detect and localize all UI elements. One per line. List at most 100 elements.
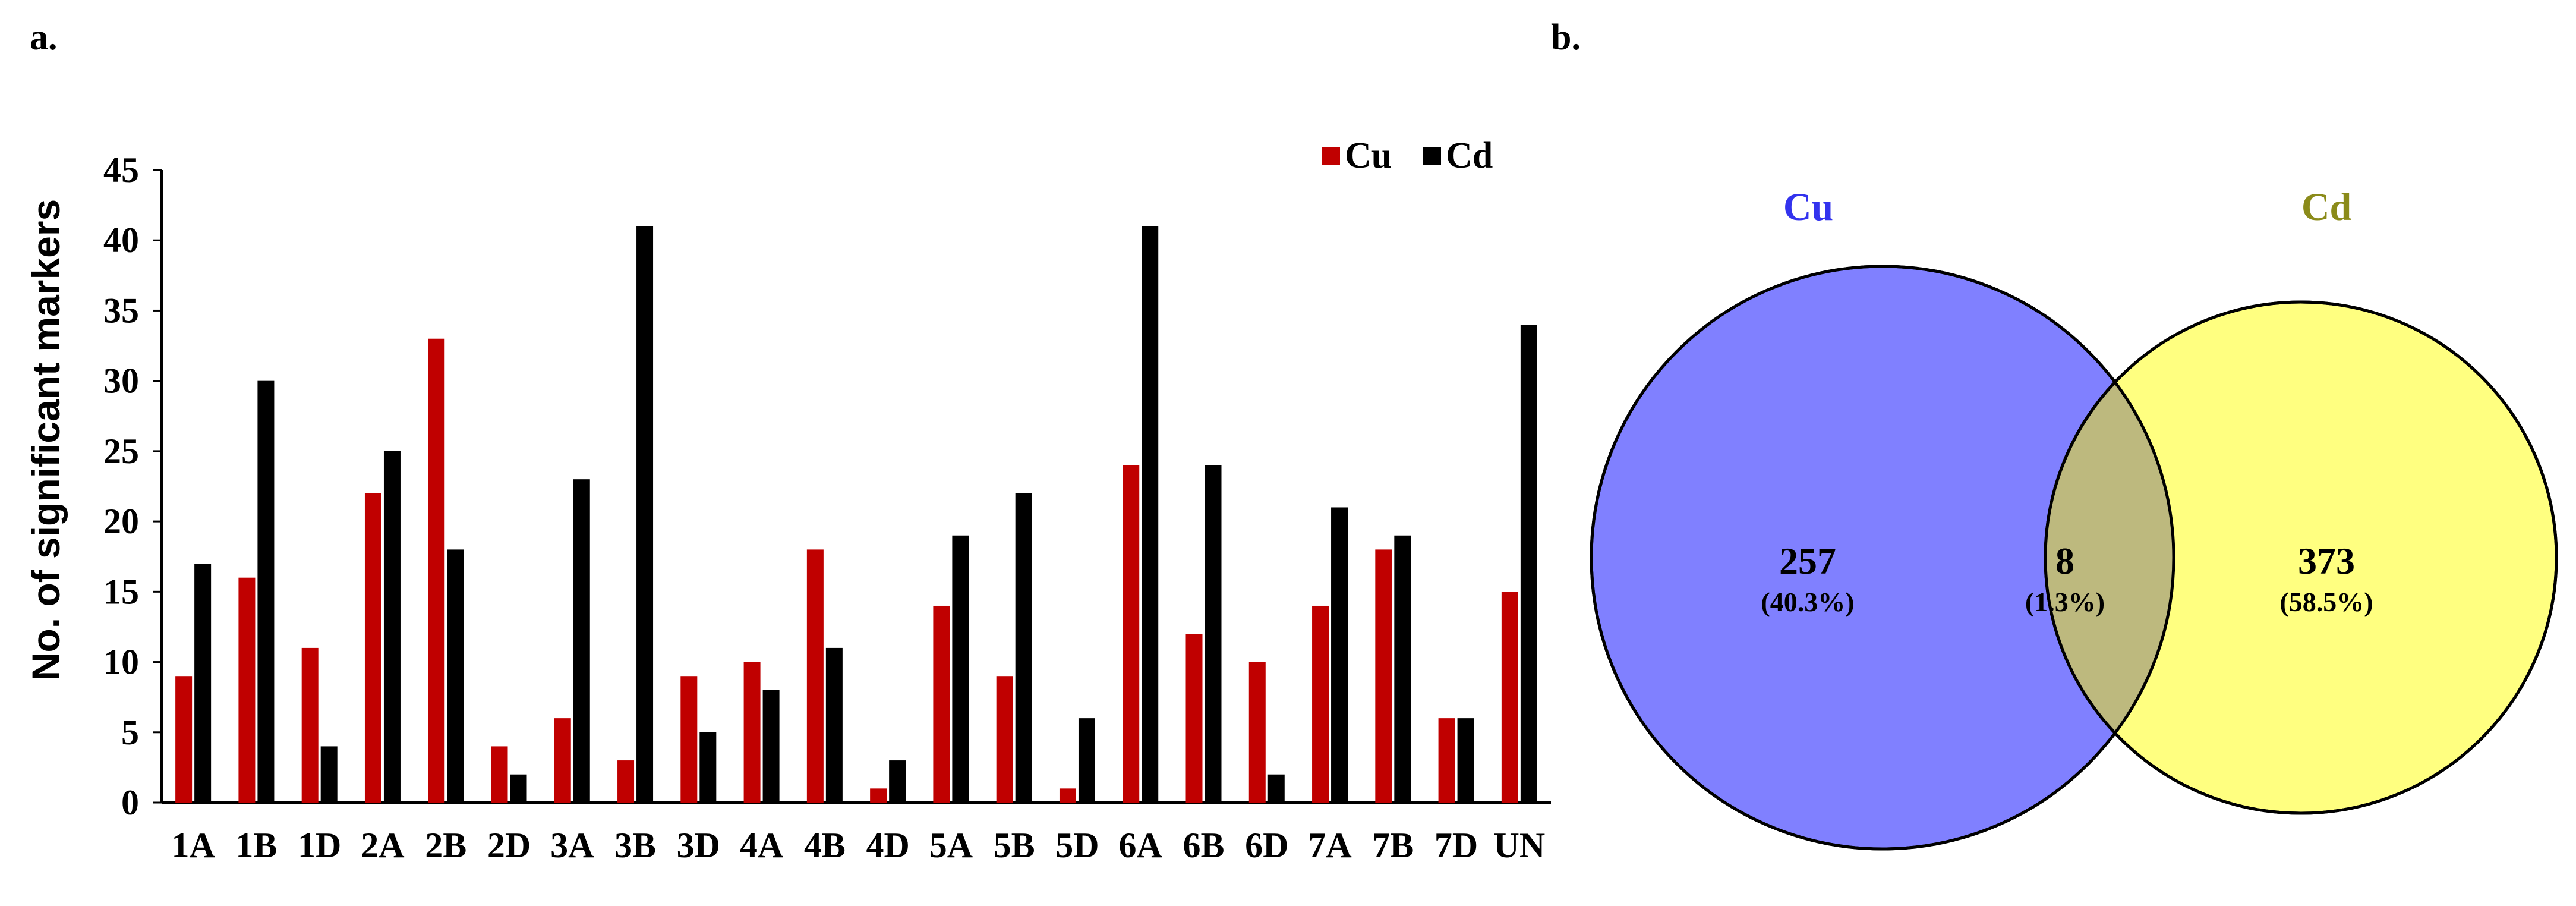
legend-label-cu: Cu [1345,136,1392,176]
x-tick-label: 5A [929,826,973,865]
bar-cu-2b [428,338,445,803]
legend-swatch-cd [1423,147,1441,165]
bar-cu-4a [743,662,761,803]
bar-cd-2a [383,451,401,803]
x-tick-label: 5B [994,826,1035,865]
bar-cu-6d [1248,662,1266,803]
bar-cd-4d [889,760,906,803]
venn-count-overlap: 8 [2055,540,2074,582]
y-tick-label: 25 [103,432,139,471]
x-tick-label: 2D [487,826,531,865]
bar-cd-1d [320,746,338,803]
bar-cu-5a [933,605,950,803]
y-axis-title: No. of significant markers [24,199,68,681]
x-tick-label: 3A [550,826,594,865]
panel-label-b: b. [1551,17,1581,58]
venn-outline-cu [1590,265,2175,851]
x-tick-label: 2A [361,826,404,865]
y-tick-label: 20 [103,502,139,541]
venn-circle-cu [1590,265,2175,851]
y-tick-label: 15 [103,572,139,611]
bar-cu-2a [364,493,381,803]
bar-cd-7d [1457,718,1474,803]
bar-cu-3b [617,760,635,803]
chart-legend: Cu Cd [1322,136,1493,176]
chart-axes: 0 5 10 15 20 25 30 35 40 45 1A 1B 1D 2A 2B 2D 3A 3B 3D 4A 4B… [103,150,1551,865]
x-tick-label: 5D [1055,826,1099,865]
y-tick-label: 30 [103,361,139,401]
x-tick-label: 1B [235,826,277,865]
bar-cu-3d [680,676,698,803]
x-tick-label: 4A [740,826,783,865]
bar-cu-5b [996,676,1013,803]
bar-cu-7d [1438,718,1455,803]
y-tick-label: 40 [103,221,139,260]
bar-chart: 0 5 10 15 20 25 30 35 40 45 1A 1B 1D 2A 2B 2D 3A 3B 3D 4A 4B… [24,136,1551,865]
bar-cd-3d [699,732,717,803]
bar-cd-3a [573,479,590,803]
x-tick-label: 2B [425,826,466,865]
x-tick-label: 1A [171,826,215,865]
bar-cd-5a [952,535,969,803]
bar-cu-1b [238,577,256,803]
venn-title-cu: Cu [1783,185,1833,229]
bar-cd-6d [1267,774,1285,803]
bar-cu-4d [870,788,887,803]
bar-cu-4b [806,549,824,803]
bar-cu-1d [301,647,319,803]
bar-cd-5d [1078,718,1095,803]
bar-cd-7a [1331,507,1348,803]
panel-label-a: a. [30,17,58,58]
venn-count-cd: 373 [2298,540,2355,582]
bar-cu-7b [1375,549,1392,803]
bar-cu-6a [1123,465,1140,803]
venn-outline-cd [2044,300,2558,815]
bar-cd-4b [825,647,843,803]
venn-count-cu: 257 [1779,540,1836,582]
bar-cd-3b [636,226,654,803]
venn-circle-cd [2044,300,2558,815]
x-tick-label: 6B [1183,826,1224,865]
venn-title-cd: Cd [2301,185,2351,229]
bar-cu-6b [1185,634,1203,803]
chart-bars [175,226,1537,803]
bar-cd-1a [194,564,212,803]
bar-cd-un [1520,325,1537,803]
venn-percent-overlap: (1.3%) [2025,587,2105,617]
bar-cd-6b [1205,465,1222,803]
y-tick-label: 10 [103,643,139,682]
bar-cd-6a [1142,226,1159,803]
bar-cd-5b [1015,493,1032,803]
y-tick-label: 0 [121,783,139,822]
venn-overlap-region [2045,302,2174,813]
x-tick-label: 3D [677,826,720,865]
bar-cd-2b [447,549,464,803]
x-tick-label: 6D [1245,826,1288,865]
y-tick-label: 45 [103,150,139,190]
x-tick-label: 4D [866,826,909,865]
bar-cu-un [1501,592,1518,803]
x-tick-label: 7D [1434,826,1478,865]
bar-cu-2d [491,746,508,803]
x-tick-label: 3B [614,826,656,865]
x-tick-label: 1D [298,826,341,865]
bar-cd-7b [1394,535,1411,803]
bar-cd-4a [762,690,780,803]
y-tick-label: 5 [121,713,139,752]
legend-swatch-cu [1322,147,1340,165]
y-tick-label: 35 [103,291,139,330]
x-tick-label: UN [1494,826,1546,865]
bar-cd-2d [510,774,527,803]
venn-percent-cu: (40.3%) [1761,587,1854,617]
x-tick-label: 7B [1372,826,1414,865]
x-tick-label: 7A [1308,826,1351,865]
bar-cu-1a [175,676,193,803]
x-tick-label: 6A [1119,826,1162,865]
legend-label-cd: Cd [1446,136,1493,176]
bar-cu-7a [1312,605,1329,803]
bar-cu-5d [1059,788,1076,803]
x-tick-label: 4B [804,826,846,865]
bar-cu-3a [554,718,571,803]
venn-percent-cd: (58.5%) [2279,587,2373,617]
bar-cd-1b [257,380,275,803]
